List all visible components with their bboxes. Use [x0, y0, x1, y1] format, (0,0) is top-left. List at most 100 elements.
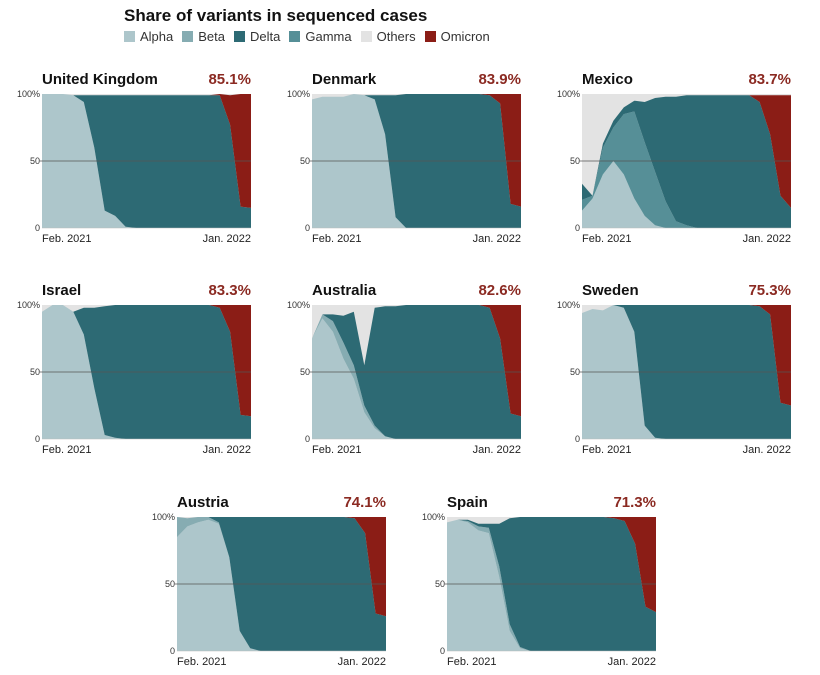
area-omicron — [447, 517, 656, 613]
y-tick-label: 0 — [305, 434, 310, 444]
area-omicron — [42, 94, 251, 208]
area-delta — [582, 95, 791, 228]
y-tick-label: 100% — [287, 300, 310, 310]
area-alpha — [42, 305, 251, 439]
omicron-share-value: 75.3% — [748, 282, 791, 299]
y-tick-label: 0 — [575, 223, 580, 233]
panel-title: Mexico — [582, 71, 633, 88]
panel-title: Israel — [42, 282, 81, 299]
x-tick-label: Jan. 2022 — [203, 444, 251, 456]
y-tick-label: 0 — [35, 223, 40, 233]
y-tick-label: 50 — [570, 156, 580, 166]
legend-label: Alpha — [140, 28, 174, 44]
y-tick-label: 50 — [300, 367, 310, 377]
x-tick-label: Feb. 2021 — [582, 444, 632, 456]
panel-title: Spain — [447, 494, 488, 511]
area-alpha — [447, 519, 656, 651]
legend-item-omicron: Omicron — [424, 28, 490, 44]
y-tick-label: 50 — [435, 579, 445, 589]
x-tick-label: Jan. 2022 — [743, 444, 791, 456]
x-tick-label: Jan. 2022 — [203, 233, 251, 245]
y-tick-label: 100% — [152, 512, 175, 522]
x-tick-label: Feb. 2021 — [42, 233, 92, 245]
legend-item-beta: Beta — [182, 29, 225, 44]
omicron-share-value: 82.6% — [478, 282, 521, 299]
x-tick-label: Feb. 2021 — [447, 656, 497, 668]
y-tick-label: 100% — [422, 512, 445, 522]
legend-item-others: Others — [360, 28, 416, 44]
x-tick-label: Jan. 2022 — [338, 656, 386, 668]
panel-title: Australia — [312, 282, 377, 299]
x-tick-label: Feb. 2021 — [582, 233, 632, 245]
area-omicron — [582, 95, 791, 208]
area-omicron — [312, 305, 521, 417]
area-alpha — [582, 305, 791, 439]
area-omicron — [177, 517, 386, 617]
omicron-share-value: 74.1% — [343, 494, 386, 511]
legend-label: Gamma — [305, 28, 352, 44]
legend-swatch — [360, 30, 372, 42]
y-tick-label: 50 — [300, 156, 310, 166]
area-omicron — [42, 305, 251, 417]
y-tick-label: 50 — [165, 579, 175, 589]
y-tick-label: 100% — [17, 89, 40, 99]
x-tick-label: Jan. 2022 — [743, 233, 791, 245]
x-tick-label: Feb. 2021 — [177, 656, 227, 668]
area-alpha — [312, 94, 521, 228]
y-tick-label: 50 — [30, 367, 40, 377]
area-gamma — [582, 111, 791, 228]
y-tick-label: 100% — [287, 89, 310, 99]
omicron-share-value: 71.3% — [613, 494, 656, 511]
area-beta — [312, 314, 521, 439]
x-tick-label: Jan. 2022 — [608, 656, 656, 668]
panel-title: Sweden — [582, 282, 639, 299]
y-tick-label: 0 — [440, 646, 445, 656]
x-tick-label: Jan. 2022 — [473, 233, 521, 245]
panel-title: Austria — [177, 494, 229, 511]
omicron-share-value: 85.1% — [208, 71, 251, 88]
legend: Alpha Beta Delta Gamma Others Omicron — [124, 28, 499, 44]
legend-swatch — [182, 30, 194, 42]
y-tick-label: 0 — [305, 223, 310, 233]
x-tick-label: Jan. 2022 — [473, 444, 521, 456]
omicron-share-value: 83.7% — [748, 71, 791, 88]
y-tick-label: 0 — [170, 646, 175, 656]
y-tick-label: 100% — [17, 300, 40, 310]
legend-swatch — [424, 30, 436, 42]
legend-label: Others — [376, 28, 416, 44]
legend-swatch — [124, 30, 135, 42]
legend-label: Delta — [250, 28, 281, 44]
omicron-share-value: 83.3% — [208, 282, 251, 299]
legend-item-gamma: Gamma — [289, 28, 352, 44]
chart-title: Share of variants in sequenced cases — [124, 6, 428, 25]
legend-item-delta: Delta — [234, 29, 280, 44]
omicron-share-value: 83.9% — [478, 71, 521, 88]
x-tick-label: Feb. 2021 — [312, 444, 362, 456]
area-alpha — [582, 161, 791, 228]
y-tick-label: 100% — [557, 89, 580, 99]
y-tick-label: 0 — [35, 434, 40, 444]
y-tick-label: 50 — [30, 156, 40, 166]
legend-label: Beta — [198, 28, 225, 44]
x-tick-label: Feb. 2021 — [312, 233, 362, 245]
y-tick-label: 50 — [570, 367, 580, 377]
x-tick-label: Feb. 2021 — [42, 444, 92, 456]
area-alpha — [177, 519, 386, 651]
legend-label: Omicron — [440, 28, 490, 44]
panel-title: United Kingdom — [42, 71, 158, 88]
y-tick-label: 0 — [575, 434, 580, 444]
legend-item-alpha: Alpha — [124, 29, 173, 44]
legend-swatch — [289, 30, 301, 42]
y-tick-label: 100% — [557, 300, 580, 310]
area-alpha — [42, 94, 251, 228]
legend-swatch — [234, 30, 245, 42]
